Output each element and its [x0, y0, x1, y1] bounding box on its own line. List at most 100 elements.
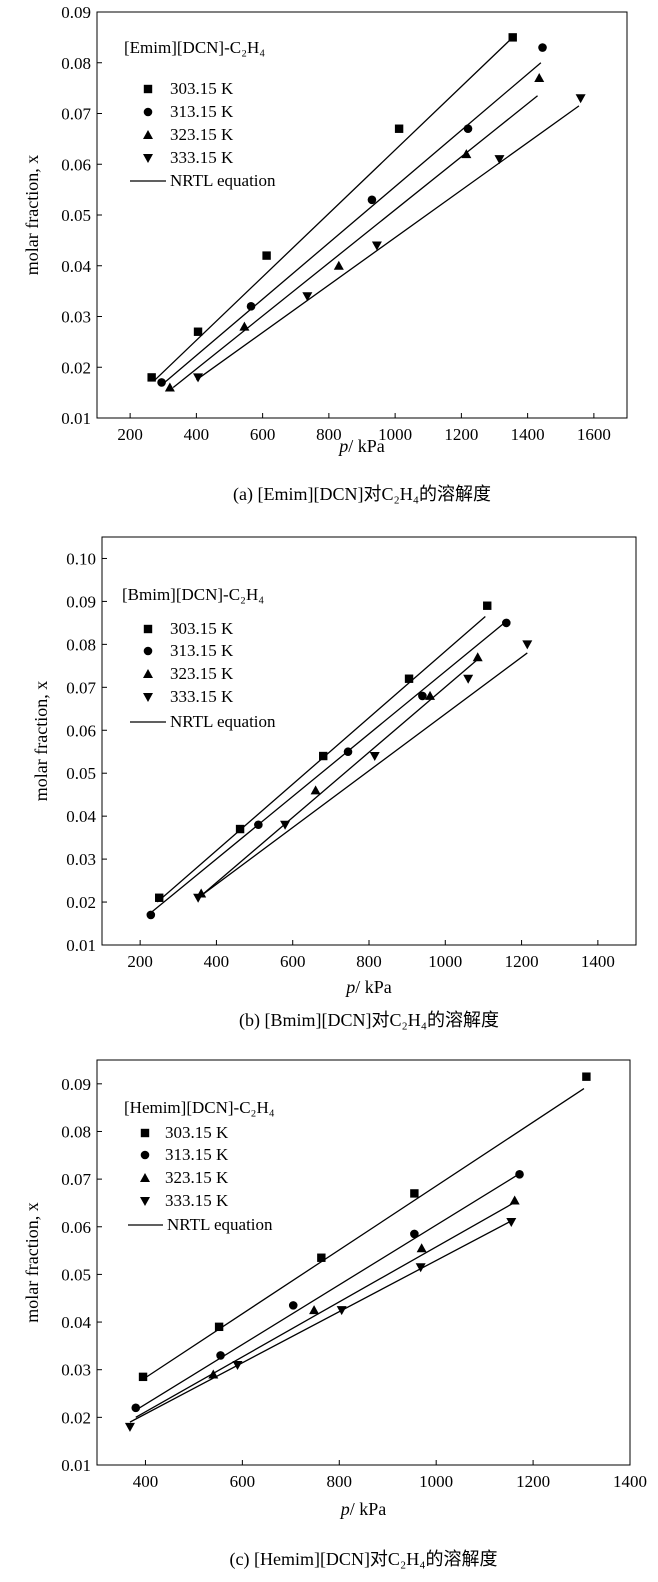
nrtl-fit-line-2	[200, 658, 479, 897]
legend-label: 333.15 K	[165, 1191, 229, 1210]
y-tick-label: 0.01	[61, 1456, 91, 1475]
legend-marker-circle	[140, 1150, 150, 1160]
legend-marker-triangle-up	[143, 130, 153, 139]
data-point-triangle-down	[415, 1263, 426, 1273]
y-tick-label: 0.10	[66, 549, 96, 568]
data-point-square	[508, 33, 517, 42]
legend-label: 333.15 K	[170, 687, 234, 706]
x-tick-label: 200	[127, 952, 153, 971]
x-axis-unit: / kPa	[348, 436, 385, 456]
y-tick-label: 0.02	[66, 893, 96, 912]
data-point-square	[138, 1372, 148, 1382]
y-tick-label: 0.04	[66, 807, 96, 826]
legend-marker-triangle-up	[140, 1173, 150, 1182]
figure-caption: (b) [Bmim][DCN]对C₂H₄的溶解度	[239, 1010, 499, 1031]
legend-fit-label: NRTL equation	[170, 171, 276, 190]
x-tick-label: 1000	[378, 425, 412, 444]
chart-panel-2: 400 600 800 1000 1200 1400 0.01 0.02 0.03 0.04 0.0…	[22, 1059, 647, 1570]
chart-title: [Emim][DCN]-C₂H₄	[124, 38, 265, 57]
x-tick-label: 1000	[428, 952, 462, 971]
y-tick-label: 0.01	[66, 936, 96, 955]
data-point-triangle-down	[463, 674, 474, 684]
y-tick-label: 0.08	[66, 635, 96, 654]
nrtl-fit-line-1	[150, 622, 505, 914]
data-point-circle	[146, 910, 156, 920]
data-point-square	[483, 601, 492, 610]
chart-title: [Bmim][DCN]-C₂H₄	[122, 585, 264, 604]
legend-marker-triangle-up	[143, 669, 153, 678]
y-tick-label: 0.09	[66, 592, 96, 611]
data-point-triangle-down	[193, 373, 204, 383]
legend-marker-square	[143, 624, 153, 634]
nrtl-fit-line-1	[161, 62, 542, 386]
data-point-triangle-down	[193, 893, 204, 903]
nrtl-fit-line-3	[129, 1219, 515, 1423]
data-point-square	[214, 1322, 224, 1332]
x-tick-label: 400	[184, 425, 210, 444]
x-tick-label: 1400	[613, 1472, 647, 1491]
y-tick-label: 0.05	[61, 1265, 91, 1284]
x-tick-label: 800	[356, 952, 382, 971]
y-tick-label: 0.08	[61, 1122, 91, 1141]
data-point-circle	[418, 691, 427, 701]
data-point-triangle-up	[461, 149, 472, 159]
legend-label: 303.15 K	[165, 1123, 229, 1142]
data-point-triangle-up	[239, 321, 250, 331]
x-tick-label: 800	[327, 1472, 353, 1491]
y-axis-label: molar fraction, x	[22, 155, 42, 275]
chart-title: [Hemim][DCN]-C₂H₄	[124, 1098, 275, 1117]
y-tick-label: 0.07	[61, 1170, 91, 1189]
data-point-triangle-up	[425, 690, 436, 700]
y-tick-label: 0.04	[61, 257, 91, 276]
data-point-triangle-up	[164, 382, 175, 392]
nrtl-fit-line-2	[172, 95, 538, 389]
data-point-triangle-up	[310, 785, 321, 795]
x-tick-label: 1200	[516, 1472, 550, 1491]
legend-label: 303.15 K	[170, 79, 234, 98]
data-point-square	[193, 327, 203, 336]
data-point-triangle-down	[124, 1422, 135, 1432]
y-tick-label: 0.02	[61, 1408, 91, 1427]
x-tick-label: 1200	[444, 425, 478, 444]
x-axis-variable: p	[344, 977, 355, 997]
nrtl-fit-line-3	[195, 105, 580, 381]
data-point-triangle-down	[336, 1306, 347, 1316]
legend-label: 313.15 K	[170, 102, 234, 121]
data-point-square	[394, 124, 404, 133]
data-point-triangle-down	[280, 820, 291, 830]
legend-marker-triangle-down	[143, 154, 153, 163]
x-tick-label: 1400	[581, 952, 615, 971]
legend-label: 303.15 K	[170, 619, 234, 638]
legend-marker-circle	[143, 646, 153, 656]
y-tick-label: 0.07	[66, 678, 96, 697]
nrtl-fit-line-1	[135, 1173, 519, 1411]
legend-label: 323.15 K	[165, 1168, 229, 1187]
x-tick-label: 1200	[505, 952, 539, 971]
data-point-triangle-up	[472, 652, 483, 662]
x-axis-unit: / kPa	[355, 977, 392, 997]
x-axis-label: p/ kPa	[339, 1499, 387, 1519]
data-point-square	[410, 1189, 419, 1198]
y-tick-label: 0.03	[61, 1361, 91, 1380]
data-point-square	[404, 674, 414, 683]
x-tick-label: 400	[204, 952, 230, 971]
legend-fit-label: NRTL equation	[167, 1215, 273, 1234]
data-point-triangle-up	[509, 1195, 520, 1205]
y-tick-label: 0.05	[66, 764, 96, 783]
x-tick-label: 1600	[577, 425, 611, 444]
y-tick-label: 0.09	[61, 1075, 91, 1094]
y-tick-label: 0.01	[61, 409, 91, 428]
data-point-triangle-down	[494, 155, 505, 165]
data-point-circle	[410, 1229, 419, 1239]
chart-panel-0: 200 400 600 800 1000 1200 1400 1600 0.01 0.02 0.03…	[22, 3, 628, 505]
data-point-square	[235, 824, 245, 834]
y-tick-label: 0.03	[61, 308, 91, 327]
x-tick-label: 1000	[419, 1472, 453, 1491]
data-point-circle	[216, 1351, 225, 1360]
data-point-circle	[246, 302, 256, 311]
data-point-circle	[343, 747, 353, 757]
data-point-square	[262, 251, 271, 260]
y-tick-label: 0.04	[61, 1313, 91, 1332]
x-axis-unit: / kPa	[350, 1499, 387, 1519]
